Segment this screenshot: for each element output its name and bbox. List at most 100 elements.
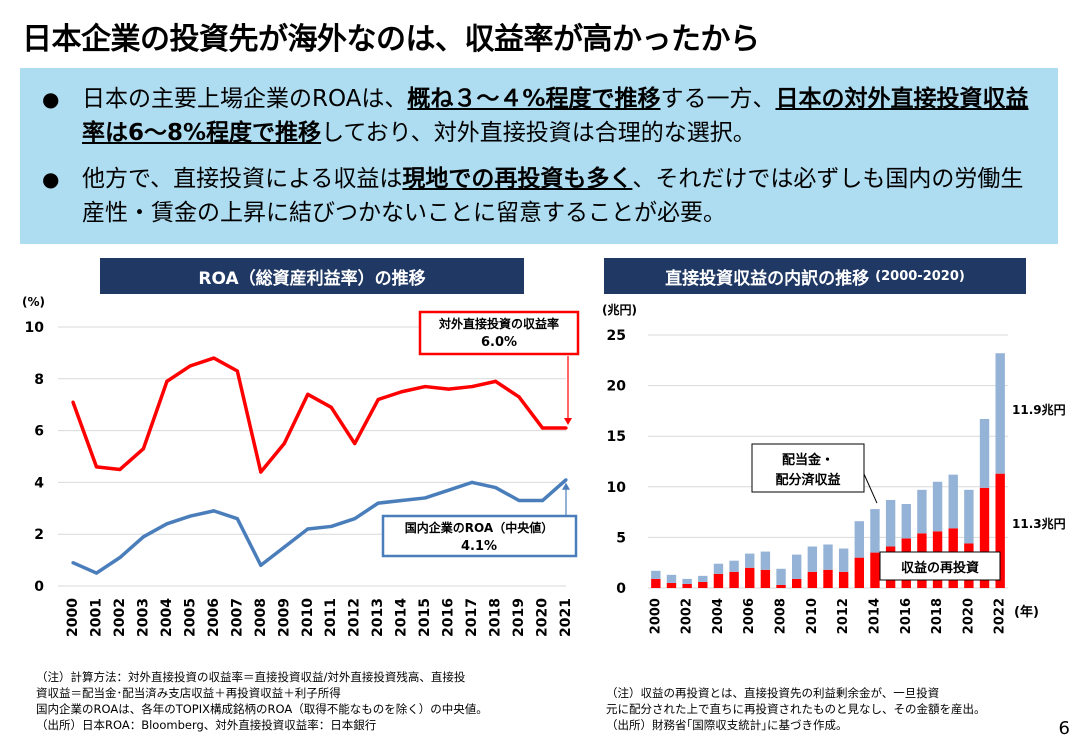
summary-bullet-2: 他方で、直接投資による収益は現地での再投資も多く、それだけでは必ずしも国内の労働… (42, 162, 1042, 230)
fdi-yield-callout-label: 対外直接投資の収益率 (438, 316, 559, 331)
fdi-yield-point (376, 397, 380, 402)
fdi-yield-point (329, 405, 333, 409)
right-x-tick: 2014 (867, 598, 882, 634)
dividend-callout-line1: 配当金・ (782, 452, 834, 468)
dividend-bar (776, 568, 786, 585)
domestic-roa-point (470, 480, 474, 484)
domestic-roa-point (447, 488, 451, 492)
fdi-yield-point (212, 356, 216, 360)
dividend-callout (751, 443, 865, 493)
fdi-yield-point (447, 387, 451, 391)
domestic-roa-point (493, 485, 498, 490)
right-x-tick: 2018 (930, 598, 945, 634)
domestic-roa-point (165, 522, 169, 526)
right-x-tick: 2004 (711, 598, 726, 634)
dividend-bar (713, 563, 724, 574)
left-x-tick: 2004 (159, 598, 175, 637)
domestic-roa-point (235, 517, 239, 521)
left-x-tick: 2011 (323, 598, 339, 637)
reinvest-bar (792, 578, 802, 588)
dividend-bar (854, 521, 864, 558)
fdi-yield-point (540, 426, 545, 430)
reinvest-bar (729, 571, 739, 588)
dividend-bar (729, 560, 739, 572)
left-x-tick: 2003 (135, 598, 151, 637)
right-x-tick: 2012 (836, 598, 851, 634)
left-x-tick: 2021 (558, 598, 574, 637)
reinvest-callout-label: 収益の再投資 (901, 560, 979, 576)
left-x-tick: 2017 (464, 598, 480, 637)
left-y-tick: 8 (34, 372, 44, 388)
fdi-yield-point (71, 400, 75, 404)
domestic-roa-point (329, 524, 333, 529)
roa-callout (381, 514, 578, 558)
dividend-bar (838, 548, 849, 572)
right-y-tick: 0 (616, 581, 626, 597)
dividend-callout-leader (863, 473, 878, 504)
fdi-yield-arrowhead (564, 418, 572, 426)
right-y-tick: 15 (607, 429, 626, 445)
left-x-tick: 2007 (229, 598, 245, 637)
dividend-bar (901, 504, 911, 539)
left-x-tick: 2005 (182, 598, 198, 637)
fdi-yield-point (564, 426, 568, 430)
fdi-yield-point (282, 441, 286, 446)
right-y-tick: 10 (607, 480, 627, 496)
reinvest-bar (807, 571, 818, 588)
dividend-bar (760, 551, 771, 570)
reinvest-value-label: 11.3兆円 (1012, 516, 1066, 531)
domestic-roa-point (212, 509, 216, 513)
right-y-tick: 25 (607, 328, 626, 344)
roa-callout-label: 国内企業のROA（中央値） (405, 520, 553, 535)
dividend-bar (995, 353, 1005, 474)
dividend-bar (964, 489, 974, 544)
left-y-tick: 4 (34, 475, 44, 491)
domestic-roa-point (540, 498, 545, 503)
left-x-tick: 2012 (347, 598, 363, 637)
left-x-tick: 2020 (535, 598, 551, 637)
left-x-tick: 2002 (112, 598, 128, 637)
left-y-tick: 10 (25, 320, 45, 336)
domestic-roa-point (282, 545, 286, 549)
fdi-yield-point (118, 467, 122, 472)
right-x-tick: 2006 (742, 598, 757, 634)
left-x-tick: 2000 (65, 598, 81, 637)
dividend-bar (651, 570, 661, 579)
fdi-yield-point (188, 364, 192, 368)
emphasis-roa: 概ね３～４%程度で推移 (407, 86, 661, 112)
right-x-tick: 2000 (648, 598, 663, 634)
dividend-value-label: 11.9兆円 (1012, 402, 1066, 417)
left-x-tick: 2008 (253, 598, 269, 637)
domestic-roa-point (188, 514, 192, 518)
left-y-tick: 0 (34, 579, 44, 595)
reinvest-bar (698, 581, 708, 588)
reinvest-bar (776, 584, 786, 588)
fdi-yield-point (306, 392, 310, 396)
left-x-tick: 2013 (370, 598, 386, 637)
right-y-tick: 20 (607, 379, 627, 395)
left-chart-header: ROA（総資産利益率）の推移 (100, 258, 524, 294)
summary-bullet-1: 日本の主要上場企業のROAは、概ね３～４%程度で推移する一方、日本の対外直接投資… (42, 82, 1042, 150)
dividend-bar (979, 418, 990, 488)
roa-callout-value: 4.1% (461, 539, 497, 554)
dividend-bar (682, 578, 692, 584)
dividend-bar (917, 489, 927, 534)
fdi-yield-callout (418, 310, 580, 356)
right-chart-header: 直接投資収益の内訳の推移 (2000-2020) (604, 258, 1026, 294)
reinvest-bar (651, 578, 661, 588)
domestic-roa-point (353, 517, 357, 521)
domestic-roa-point (517, 498, 521, 503)
reinvest-bar (682, 583, 692, 588)
left-x-tick: 2015 (417, 598, 433, 637)
dividend-bar (823, 544, 833, 570)
reinvest-bar (666, 582, 677, 588)
domestic-roa-point (400, 498, 404, 503)
left-x-tick: 2018 (488, 598, 504, 637)
fdi-yield-point (259, 470, 263, 474)
left-x-tick: 2009 (276, 598, 292, 637)
domestic-roa-point (94, 571, 99, 575)
dividend-bar (745, 553, 755, 568)
right-x-unit: (年) (1014, 604, 1039, 620)
domestic-roa-point (306, 527, 310, 531)
fdi-yield-point (353, 441, 357, 446)
